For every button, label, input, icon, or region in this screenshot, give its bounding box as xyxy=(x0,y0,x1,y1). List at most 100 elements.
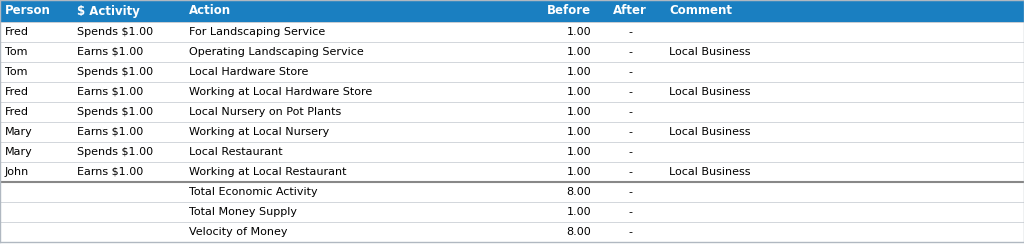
Bar xyxy=(514,62,596,82)
Text: John: John xyxy=(5,167,30,177)
Bar xyxy=(72,0,184,22)
Bar xyxy=(514,102,596,122)
Bar xyxy=(184,82,514,102)
Bar xyxy=(0,82,72,102)
Bar xyxy=(0,202,72,222)
Text: Local Restaurant: Local Restaurant xyxy=(189,147,283,157)
Text: 1.00: 1.00 xyxy=(566,87,591,97)
Bar xyxy=(514,222,596,242)
Bar xyxy=(72,142,184,162)
Bar xyxy=(72,62,184,82)
Text: -: - xyxy=(628,167,632,177)
Bar xyxy=(596,82,664,102)
Text: Spends $1.00: Spends $1.00 xyxy=(77,107,154,117)
Bar xyxy=(0,0,72,22)
Text: Velocity of Money: Velocity of Money xyxy=(189,227,288,237)
Bar xyxy=(72,182,184,202)
Bar xyxy=(72,82,184,102)
Text: Action: Action xyxy=(189,4,231,17)
Text: Working at Local Restaurant: Working at Local Restaurant xyxy=(189,167,346,177)
Bar xyxy=(184,42,514,62)
Bar xyxy=(664,0,1024,22)
Bar xyxy=(72,22,184,42)
Text: Local Hardware Store: Local Hardware Store xyxy=(189,67,308,77)
Text: Fred: Fred xyxy=(5,107,29,117)
Text: -: - xyxy=(628,227,632,237)
Text: 1.00: 1.00 xyxy=(566,147,591,157)
Bar xyxy=(514,162,596,182)
Text: Before: Before xyxy=(547,4,591,17)
Bar xyxy=(72,122,184,142)
Text: Earns $1.00: Earns $1.00 xyxy=(77,47,143,57)
Text: Tom: Tom xyxy=(5,67,28,77)
Text: -: - xyxy=(628,87,632,97)
Bar xyxy=(664,222,1024,242)
Bar xyxy=(514,42,596,62)
Text: $ Activity: $ Activity xyxy=(77,4,140,17)
Text: -: - xyxy=(628,207,632,217)
Bar xyxy=(184,0,514,22)
Bar xyxy=(596,42,664,62)
Bar xyxy=(0,122,72,142)
Text: Spends $1.00: Spends $1.00 xyxy=(77,147,154,157)
Bar xyxy=(596,142,664,162)
Text: Operating Landscaping Service: Operating Landscaping Service xyxy=(189,47,364,57)
Bar xyxy=(184,182,514,202)
Bar xyxy=(0,242,1024,245)
Bar xyxy=(184,202,514,222)
Text: Local Business: Local Business xyxy=(669,127,751,137)
Bar xyxy=(184,142,514,162)
Bar xyxy=(72,42,184,62)
Bar xyxy=(184,222,514,242)
Text: Person: Person xyxy=(5,4,51,17)
Text: Earns $1.00: Earns $1.00 xyxy=(77,87,143,97)
Text: Working at Local Hardware Store: Working at Local Hardware Store xyxy=(189,87,373,97)
Bar xyxy=(664,162,1024,182)
Bar xyxy=(596,222,664,242)
Bar xyxy=(514,142,596,162)
Bar xyxy=(184,22,514,42)
Text: 8.00: 8.00 xyxy=(566,187,591,197)
Text: 1.00: 1.00 xyxy=(566,27,591,37)
Bar xyxy=(0,62,72,82)
Bar xyxy=(0,42,72,62)
Text: Total Money Supply: Total Money Supply xyxy=(189,207,297,217)
Text: -: - xyxy=(628,147,632,157)
Text: Spends $1.00: Spends $1.00 xyxy=(77,67,154,77)
Bar xyxy=(184,102,514,122)
Bar xyxy=(664,102,1024,122)
Bar xyxy=(184,122,514,142)
Text: Tom: Tom xyxy=(5,47,28,57)
Bar xyxy=(0,102,72,122)
Bar xyxy=(596,102,664,122)
Text: Earns $1.00: Earns $1.00 xyxy=(77,127,143,137)
Text: -: - xyxy=(628,107,632,117)
Text: -: - xyxy=(628,127,632,137)
Bar xyxy=(184,62,514,82)
Bar xyxy=(664,82,1024,102)
Text: Mary: Mary xyxy=(5,127,33,137)
Text: 1.00: 1.00 xyxy=(566,167,591,177)
Bar xyxy=(72,222,184,242)
Bar xyxy=(596,122,664,142)
Text: Fred: Fred xyxy=(5,87,29,97)
Text: -: - xyxy=(628,27,632,37)
Bar xyxy=(514,182,596,202)
Text: 1.00: 1.00 xyxy=(566,47,591,57)
Bar xyxy=(72,162,184,182)
Text: After: After xyxy=(613,4,647,17)
Bar xyxy=(514,0,596,22)
Bar xyxy=(664,42,1024,62)
Bar xyxy=(0,162,72,182)
Bar xyxy=(514,82,596,102)
Bar xyxy=(664,202,1024,222)
Bar xyxy=(664,22,1024,42)
Text: Local Nursery on Pot Plants: Local Nursery on Pot Plants xyxy=(189,107,341,117)
Text: Spends $1.00: Spends $1.00 xyxy=(77,27,154,37)
Text: Earns $1.00: Earns $1.00 xyxy=(77,167,143,177)
Text: -: - xyxy=(628,187,632,197)
Text: 1.00: 1.00 xyxy=(566,127,591,137)
Text: 1.00: 1.00 xyxy=(566,67,591,77)
Bar xyxy=(0,22,72,42)
Text: Working at Local Nursery: Working at Local Nursery xyxy=(189,127,330,137)
